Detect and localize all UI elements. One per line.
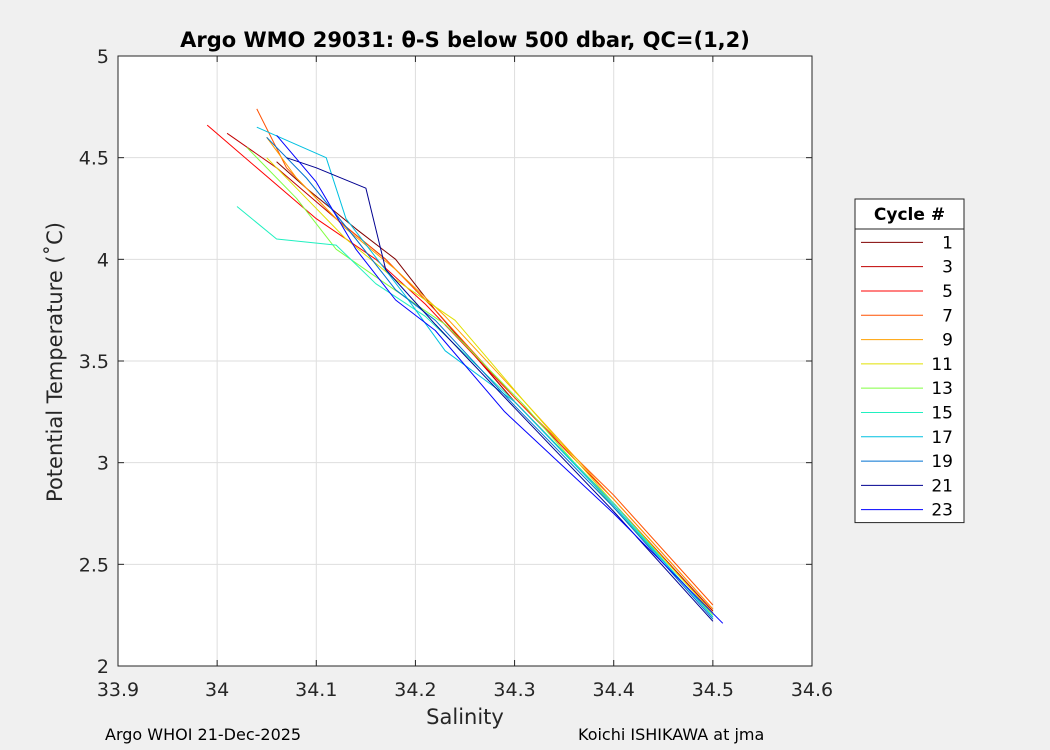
footer-source: Argo WHOI 21-Dec-2025 — [105, 725, 302, 744]
chart-title: Argo WMO 29031: θ-S below 500 dbar, QC=(… — [180, 28, 750, 52]
legend-label-cycle-5: 5 — [942, 282, 953, 302]
series-line-cycle-9 — [266, 137, 714, 610]
x-tick-label: 33.9 — [97, 679, 139, 701]
legend-label-cycle-11: 11 — [931, 355, 953, 375]
y-tick-label: 2.5 — [79, 554, 109, 576]
x-tick-label: 34.3 — [493, 679, 535, 701]
x-tick-label: 34.2 — [394, 679, 436, 701]
series-line-cycle-23 — [276, 134, 724, 624]
y-axis-label: Potential Temperature (˚C) — [43, 222, 67, 502]
y-tick-label: 4 — [97, 249, 109, 271]
legend-label-cycle-13: 13 — [931, 379, 953, 399]
x-tick-label: 34.6 — [791, 679, 833, 701]
series-line-cycle-19 — [266, 136, 714, 620]
legend-box — [854, 198, 965, 524]
legend-label-cycle-3: 3 — [942, 258, 953, 278]
y-tick-label: 3 — [97, 453, 109, 475]
series-line-cycle-15 — [236, 206, 714, 618]
legend-label-cycle-1: 1 — [942, 233, 953, 253]
footer-author: Koichi ISHIKAWA at jma — [578, 725, 765, 744]
series-line-cycle-11 — [266, 157, 714, 614]
y-tick-label: 4.5 — [79, 148, 109, 170]
x-tick-label: 34.5 — [692, 679, 734, 701]
y-tick-label: 3.5 — [79, 351, 109, 373]
x-axis-label: Salinity — [426, 705, 504, 729]
series-line-cycle-21 — [286, 157, 714, 622]
legend-label-cycle-21: 21 — [931, 476, 953, 496]
y-tick-label: 2 — [97, 656, 109, 678]
legend-title: Cycle # — [874, 205, 945, 225]
x-tick-label: 34.1 — [295, 679, 337, 701]
series-line-cycle-5 — [206, 124, 714, 610]
legend-label-cycle-9: 9 — [942, 331, 953, 351]
x-tick-label: 34.4 — [593, 679, 635, 701]
x-tick-label: 34 — [205, 679, 229, 701]
legend-label-cycle-17: 17 — [931, 428, 953, 448]
legend-label-cycle-23: 23 — [931, 501, 953, 521]
y-tick-label: 5 — [97, 46, 109, 68]
legend-label-cycle-19: 19 — [931, 452, 953, 472]
legend-label-cycle-7: 7 — [942, 306, 953, 326]
legend-label-cycle-15: 15 — [931, 403, 953, 423]
